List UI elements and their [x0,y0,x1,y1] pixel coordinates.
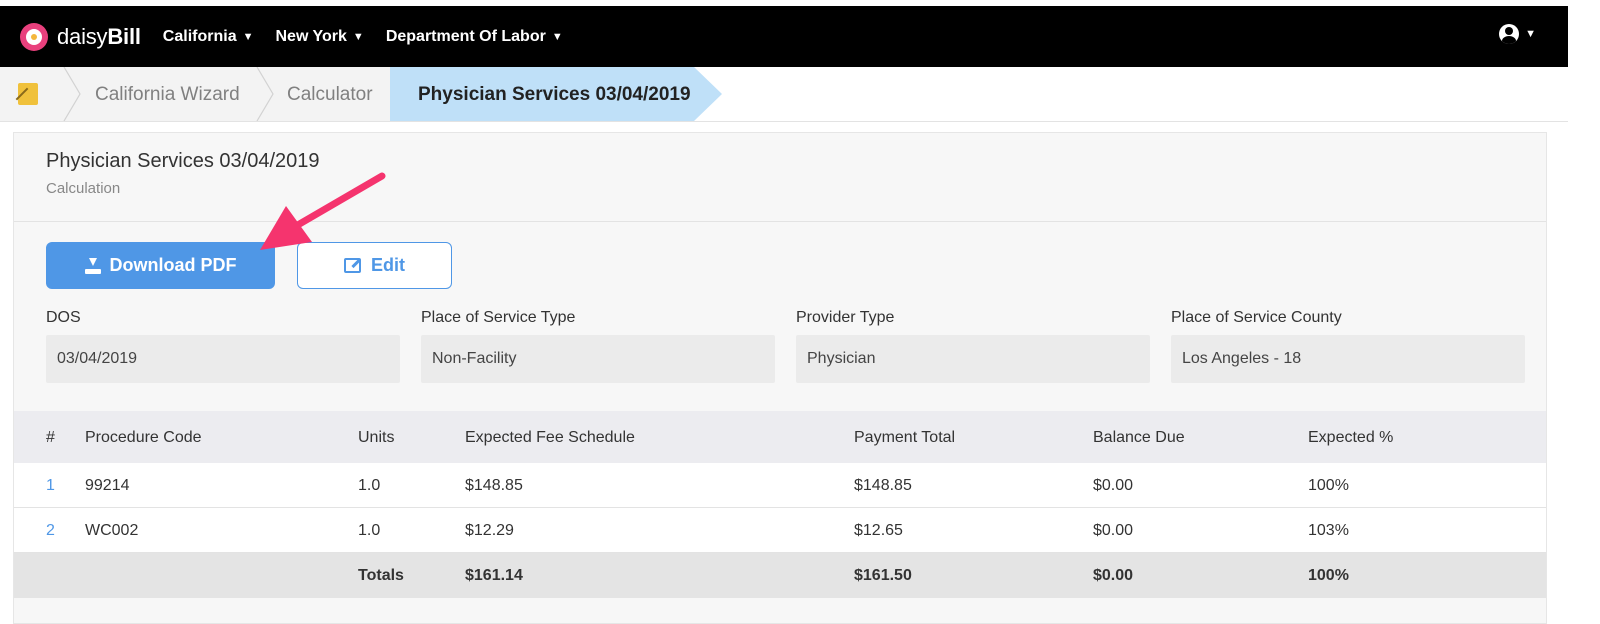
daisy-flower-icon [20,22,48,51]
row-number-link[interactable]: 2 [46,522,55,539]
place-of-service-type-label: Place of Service Type [421,309,576,326]
expected-fee: $12.29 [465,522,514,539]
top-navbar: daisyBill California ▼ New York ▼ Depart… [0,6,1568,67]
provider-type-value: Physician [796,335,1150,383]
balance-due: $0.00 [1093,522,1134,539]
expected-percent: 100% [1308,477,1349,494]
dos-label: DOS [46,309,81,326]
card-header: Physician Services 03/04/2019 Calculatio… [14,133,1546,222]
total-expected-fee: $161.14 [465,567,523,584]
breadcrumb-physician-services[interactable]: Physician Services 03/04/2019 [418,84,691,105]
nav-department-of-labor-dropdown[interactable]: Department Of Labor ▼ [385,27,563,45]
download-pdf-button[interactable]: Download PDF [46,242,275,289]
page-subtitle: Calculation [46,180,121,197]
payment-total: $12.65 [854,522,903,539]
nav-new-york-dropdown[interactable]: New York ▼ [275,27,364,45]
payment-total: $148.85 [854,477,912,494]
place-of-service-type-value: Non-Facility [421,335,775,383]
column-header: Units [358,429,395,446]
place-of-service-county-label: Place of Service County [1171,309,1342,326]
chevron-down-icon: ▼ [1525,28,1536,40]
column-header: # [46,429,55,446]
dos-value: 03/04/2019 [46,335,400,383]
place-of-service-county-value: Los Angeles - 18 [1171,335,1525,383]
nav-california-dropdown[interactable]: California ▼ [162,27,254,45]
edit-button[interactable]: Edit [297,242,452,289]
row-number-link[interactable]: 1 [46,477,55,494]
column-header: Procedure Code [85,429,202,446]
procedure-code: WC002 [85,522,139,539]
units: 1.0 [358,522,381,539]
breadcrumb: California Wizard Calculator Physician S… [0,67,1568,122]
procedure-code: 99214 [85,477,130,494]
balance-due: $0.00 [1093,477,1134,494]
totals-label: Totals [358,567,404,584]
column-header: Expected Fee Schedule [465,429,635,446]
breadcrumb-calculator[interactable]: Calculator [287,84,373,105]
table-row: 2 WC002 1.0 $12.29 $12.65 $0.00 103% [14,508,1546,553]
expected-fee: $148.85 [465,477,523,494]
calculation-card: Physician Services 03/04/2019 Calculatio… [13,132,1547,624]
user-menu[interactable]: ▼ [1499,24,1536,44]
column-header: Payment Total [854,429,956,446]
breadcrumb-separator [63,67,81,121]
chevron-down-icon: ▼ [242,30,254,43]
page-title: Physician Services 03/04/2019 [46,150,320,172]
totals-row: Totals $161.14 $161.50 $0.00 100% [14,553,1546,598]
provider-type-label: Provider Type [796,309,895,326]
column-header: Expected % [1308,429,1394,446]
total-expected-percent: 100% [1308,567,1349,584]
breadcrumb-california-wizard[interactable]: California Wizard [95,84,240,105]
notepad-icon[interactable] [18,83,38,105]
table-row: 1 99214 1.0 $148.85 $148.85 $0.00 100% [14,463,1546,508]
procedures-table: # Procedure Code Units Expected Fee Sche… [14,411,1546,601]
total-payment: $161.50 [854,567,912,584]
breadcrumb-separator [256,67,274,121]
units: 1.0 [358,477,381,494]
daisybill-logo[interactable]: daisyBill [20,22,141,51]
download-icon [84,257,101,274]
expected-percent: 103% [1308,522,1349,539]
logo-text: daisyBill [57,23,141,49]
chevron-down-icon: ▼ [352,30,364,43]
column-header: Balance Due [1093,429,1185,446]
total-balance-due: $0.00 [1093,567,1134,584]
edit-icon [344,258,361,273]
chevron-down-icon: ▼ [551,30,563,43]
table-header: # Procedure Code Units Expected Fee Sche… [14,411,1546,463]
user-circle-icon [1499,24,1520,44]
